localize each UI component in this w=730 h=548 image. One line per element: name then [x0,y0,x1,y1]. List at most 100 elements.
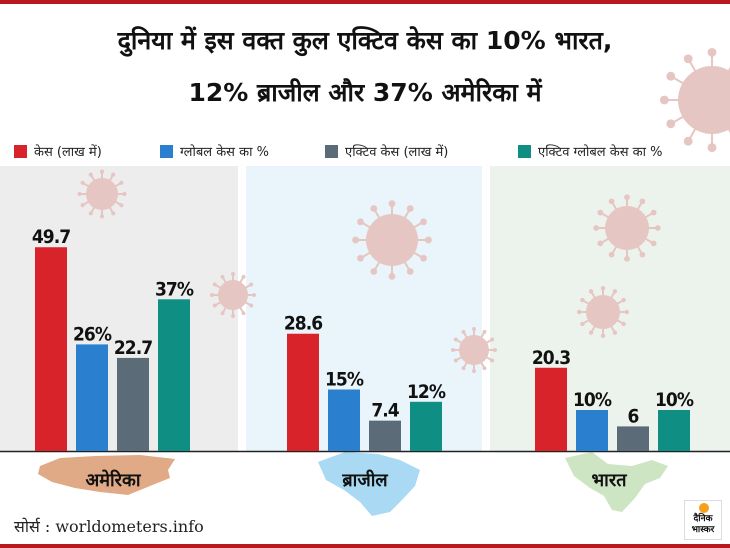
virus-knob [425,236,432,244]
virus-knob [707,47,717,57]
bar-active-cases [617,426,649,451]
bar-value-label: 49.7 [32,226,70,248]
virus-knob [490,337,495,342]
virus-knob [220,274,225,279]
virus-body [218,280,248,310]
legend-item-active-cases: एक्टिव केस (लाख में) [325,141,448,161]
virus-body [459,335,489,365]
logo-text: दैनिक भास्कर [685,514,721,536]
virus-knob [600,333,606,339]
virus-knob [639,198,646,205]
virus-knob [654,225,661,231]
virus-knob [357,218,364,226]
virus-knob [707,143,717,153]
virus-knob [683,136,693,146]
virus-knob [624,309,630,315]
virus-knob [650,209,657,216]
virus-knob [472,327,476,331]
virus-knob [357,254,364,262]
legend-label: ग्लोबल केस का % [180,145,269,160]
virus-knob [88,211,93,216]
virus-knob [493,348,497,352]
virus-knob [597,240,604,247]
bar-value-label: 20.3 [532,347,570,369]
virus-icon [451,327,497,373]
legend-item-global-percent: ग्लोबल केस का % [160,141,269,161]
bar-value-label: 7.4 [371,400,399,422]
virus-knob [650,240,657,247]
virus-knob [388,273,396,280]
source-note: सोर्स : worldometers.info [14,517,204,536]
bar-active-global-percent [410,401,442,451]
virus-body [586,295,620,329]
bar-cases [35,247,67,451]
legend-label: केस (लाख में) [34,145,102,160]
virus-knob [621,297,626,303]
virus-knob [666,119,676,129]
legend-swatch-blue [160,144,173,158]
virus-knob [451,348,455,352]
virus-knob [612,330,618,335]
virus-knob [252,293,256,297]
virus-knob [588,330,594,335]
legend-swatch-red [14,144,27,158]
bar-value-label: 15% [325,369,364,391]
virus-knob [210,293,214,297]
virus-knob [588,289,594,294]
virus-knob [608,198,615,205]
virus-icon [352,200,432,280]
virus-knob [88,172,93,177]
legend-swatch-grey [325,144,338,158]
virus-knob [80,180,85,185]
logo-sun-icon [699,503,709,513]
virus-knob [600,285,606,291]
virus-knob [683,54,693,64]
virus-body [605,206,649,250]
virus-body [366,214,418,266]
virus-knob [624,255,630,262]
bar-active-cases [369,420,401,451]
virus-knob [580,297,585,303]
bar-value-label: 6 [628,405,639,427]
bar-value-label: 28.6 [284,313,322,335]
virus-knob [461,366,466,371]
logo-line-1: दैनिक [693,514,713,524]
legend-item-cases: केस (लाख में) [14,141,102,161]
virus-knob [212,303,217,308]
virus-knob [482,329,487,334]
category-label: ब्राजील [341,469,388,491]
virus-knob [388,200,396,207]
virus-knob [370,268,378,275]
virus-knob [77,191,82,197]
bar-value-label: 26% [73,323,112,345]
logo-line-2: भास्कर [691,525,715,535]
virus-knob [370,205,378,212]
virus-knob [608,251,615,258]
virus-knob [580,321,585,327]
virus-knob [576,309,582,315]
virus-knob [639,251,646,258]
virus-knob [119,203,124,208]
virus-knob [111,172,116,177]
chart-title-line-2: 12% ब्राजील और 37% अमेरिका में [188,78,542,107]
virus-knob [490,358,495,363]
dainik-bhaskar-logo: दैनिक भास्कर [684,500,722,540]
virus-knob [420,254,427,262]
virus-knob [231,314,235,318]
virus-body [86,178,118,210]
top-accent-bar [0,0,730,4]
brazil-map-shape [318,452,420,516]
legend-item-active-global-percent: एक्टिव ग्लोबल केस का % [518,141,663,161]
bar-cases [287,333,319,451]
virus-knob [111,211,116,216]
virus-knob [453,337,458,342]
virus-knob [453,358,458,363]
chart-title-line-1: दुनिया में इस वक्त कुल एक्टिव केस का 10%… [117,26,613,55]
virus-knob [231,272,235,276]
virus-body [678,66,730,134]
legend-swatch-teal [518,144,531,158]
virus-knob [624,194,630,201]
virus-knob [482,366,487,371]
virus-knob [612,289,618,294]
